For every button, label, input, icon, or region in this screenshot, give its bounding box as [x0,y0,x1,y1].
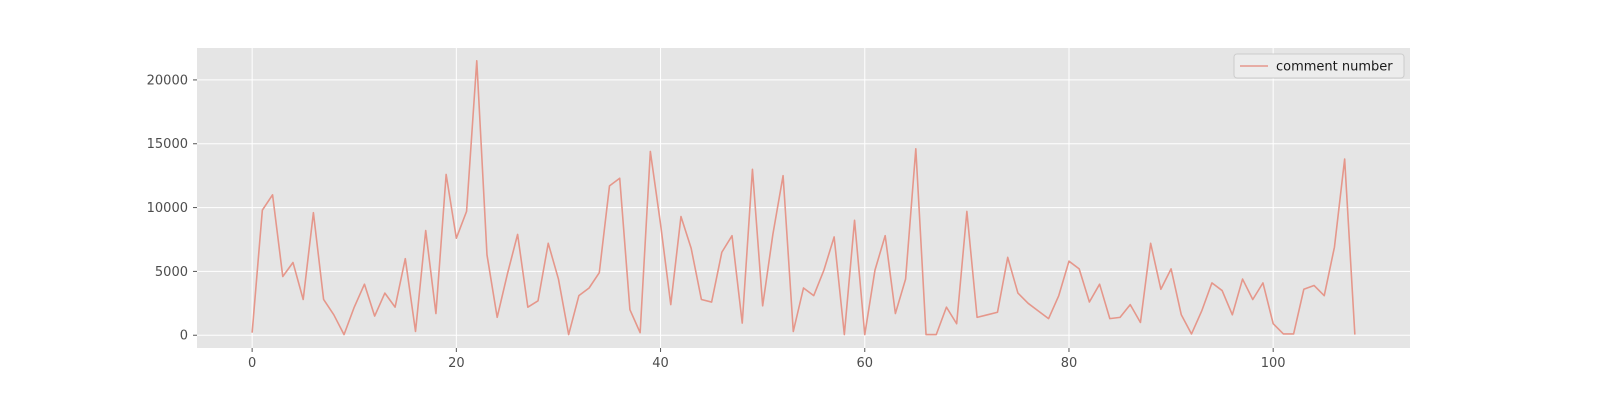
y-tick-label: 15000 [147,137,188,152]
legend: comment number [1233,53,1405,79]
tick-labels: 0 20 40 60 80 100 0 5000 10000 15000 20000 [147,73,1286,371]
y-tick-label: 20000 [147,73,188,88]
x-tick-label: 100 [1261,356,1286,371]
y-tick-label: 10000 [147,201,188,216]
x-tick-label: 0 [248,356,256,371]
y-tick-label: 5000 [155,265,188,280]
x-tick-label: 20 [448,356,465,371]
x-tick-label: 60 [856,356,873,371]
gridlines [197,48,1410,348]
series-line [251,59,1356,336]
x-tick-label: 80 [1061,356,1078,371]
legend-box [1233,53,1405,79]
series-layer [251,59,1356,336]
y-tick-label: 0 [180,329,188,344]
legend-label: comment number [1276,60,1393,75]
x-tick-label: 40 [652,356,669,371]
plot-area [197,48,1410,348]
